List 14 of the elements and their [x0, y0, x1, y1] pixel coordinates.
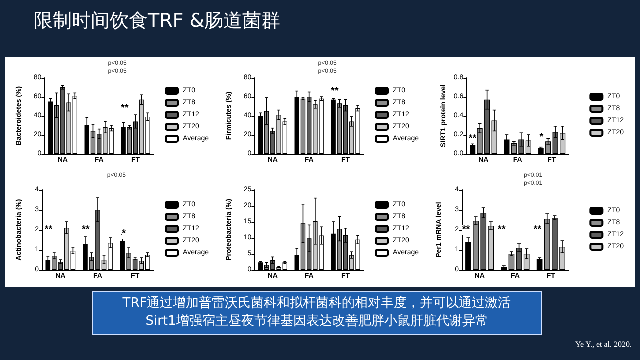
annotation: ** — [44, 224, 53, 236]
annotation: * — [540, 132, 544, 143]
text: Sirt1增强宿主昼夜节律基因表达改善肥胖小鼠肝脏代谢异常 — [144, 313, 490, 331]
annotation: * — [122, 228, 126, 240]
text: 限制时间饮食TRF &肠道菌群 — [34, 9, 281, 34]
annotation: ** — [468, 133, 477, 144]
annotation: ** — [330, 86, 339, 98]
text: Ye Y., et al. 2020. — [575, 340, 632, 349]
annotation: ** — [120, 102, 129, 114]
annotation: ** — [534, 224, 542, 236]
annotation: ** — [82, 224, 90, 236]
annotation: ** — [498, 224, 506, 236]
annotation: ** — [462, 224, 470, 236]
text: TRF通过增加普雷沃氏菌科和拟杆菌科的相对丰度，并可以通过激活 — [122, 295, 512, 313]
